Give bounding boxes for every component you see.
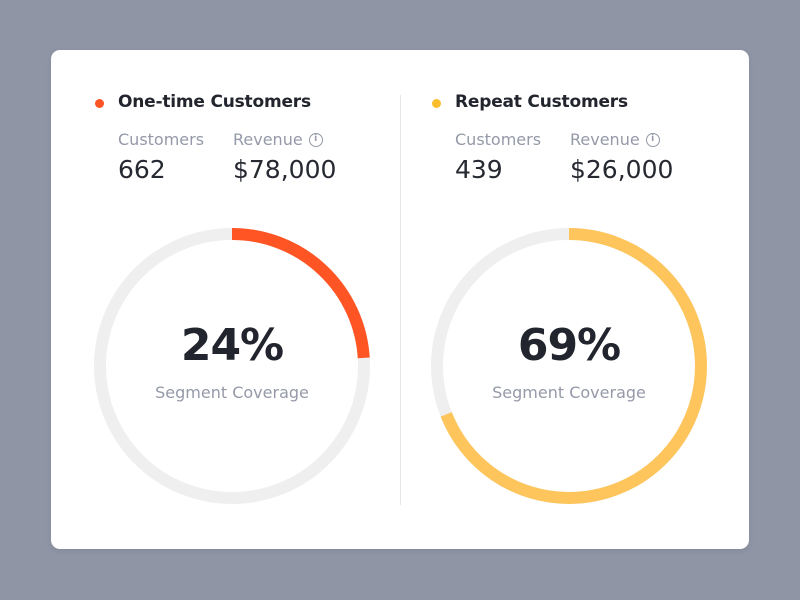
- coverage-percent: 24%: [180, 320, 284, 371]
- customers-stat: Customers 662: [118, 130, 204, 184]
- info-icon[interactable]: i: [645, 132, 660, 147]
- revenue-stat: Revenue i $26,000: [570, 130, 673, 184]
- ring-center: 69% Segment Coverage: [429, 226, 709, 506]
- customers-value: 439: [455, 155, 503, 184]
- coverage-ring: [431, 228, 707, 504]
- info-icon[interactable]: i: [308, 132, 323, 147]
- ring-progress: [94, 228, 370, 504]
- legend-dot: [95, 99, 104, 108]
- revenue-stat: Revenue i $78,000: [233, 130, 336, 184]
- segment-title: Repeat Customers: [455, 92, 628, 112]
- segment-repeat: Repeat Customers Customers 439 Revenue i …: [388, 50, 728, 549]
- segment-title: One-time Customers: [118, 92, 311, 112]
- coverage-percent: 69%: [517, 320, 621, 371]
- customers-value: 662: [118, 155, 166, 184]
- customers-label: Customers: [118, 130, 205, 149]
- segments-card: One-time Customers Customers 662 Revenue…: [51, 50, 749, 549]
- customers-label: Customers: [455, 130, 542, 149]
- revenue-label-row: Revenue i: [233, 130, 336, 149]
- coverage-caption: Segment Coverage: [492, 383, 646, 402]
- revenue-value: $78,000: [233, 155, 337, 184]
- ring-center: 24% Segment Coverage: [92, 226, 372, 506]
- customers-stat: Customers 439: [455, 130, 541, 184]
- segment-one-time: One-time Customers Customers 662 Revenue…: [51, 50, 391, 549]
- divider: [400, 95, 401, 505]
- revenue-label: Revenue: [570, 130, 640, 149]
- revenue-label-row: Revenue i: [570, 130, 673, 149]
- revenue-label: Revenue: [233, 130, 303, 149]
- legend-dot: [432, 99, 441, 108]
- ring-progress: [431, 228, 707, 504]
- coverage-ring: [94, 228, 370, 504]
- coverage-caption: Segment Coverage: [155, 383, 309, 402]
- revenue-value: $26,000: [570, 155, 674, 184]
